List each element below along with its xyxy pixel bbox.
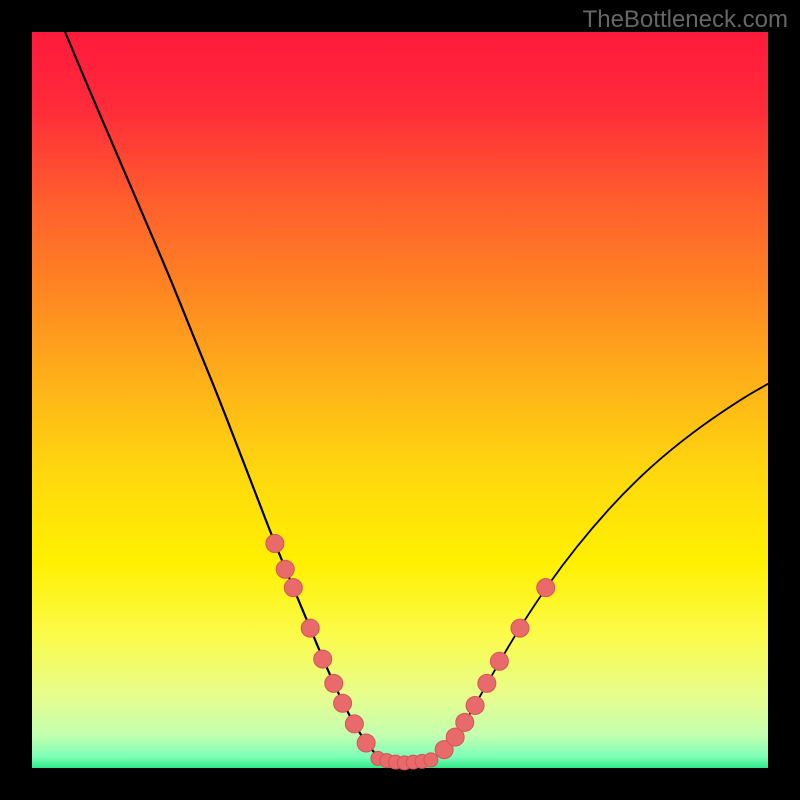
bottleneck-chart bbox=[0, 0, 800, 800]
marker-left-cluster bbox=[345, 715, 363, 733]
marker-right-cluster bbox=[490, 652, 508, 670]
marker-left-cluster bbox=[357, 734, 375, 752]
marker-left-cluster bbox=[276, 560, 294, 578]
marker-right-cluster bbox=[478, 674, 496, 692]
marker-right-cluster bbox=[466, 696, 484, 714]
marker-left-cluster bbox=[325, 674, 343, 692]
marker-left-cluster bbox=[266, 535, 284, 553]
marker-bottom-cluster bbox=[424, 753, 438, 767]
marker-left-cluster bbox=[314, 650, 332, 668]
marker-right-cluster bbox=[511, 619, 529, 637]
marker-left-cluster bbox=[301, 619, 319, 637]
marker-right-cluster bbox=[537, 579, 555, 597]
marker-left-cluster bbox=[334, 694, 352, 712]
chart-container: TheBottleneck.com bbox=[0, 0, 800, 800]
marker-right-cluster bbox=[456, 713, 474, 731]
marker-left-cluster bbox=[284, 579, 302, 597]
plot-area bbox=[32, 32, 768, 768]
watermark: TheBottleneck.com bbox=[583, 6, 788, 34]
